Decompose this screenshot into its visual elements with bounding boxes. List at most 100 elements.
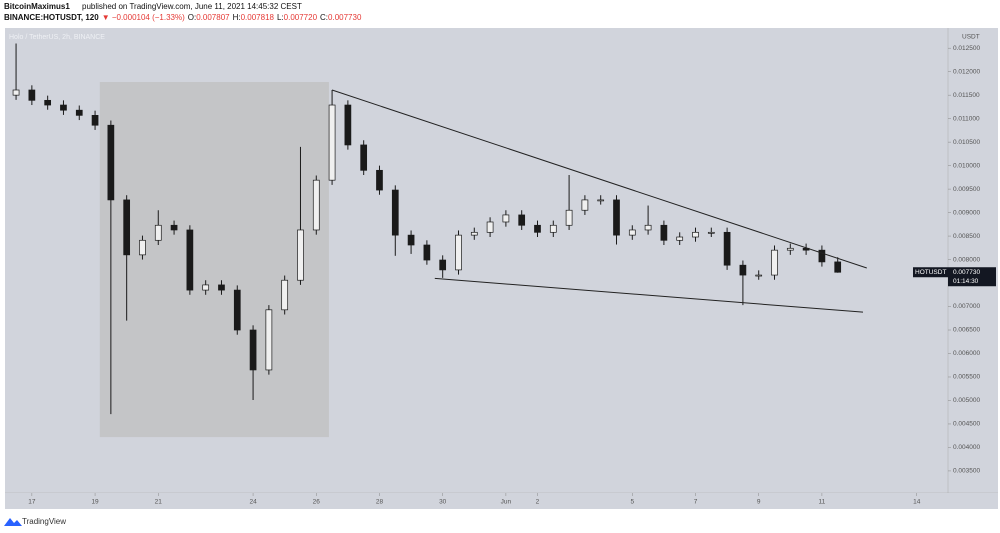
y-tick-label: 0.003500	[953, 468, 980, 475]
price-label: 0.007730	[953, 269, 980, 276]
header-text: 0.007818	[241, 13, 275, 22]
footer-logo: TradingView	[4, 517, 66, 526]
candle-body	[154, 224, 162, 241]
candle-body	[123, 199, 131, 256]
x-tick-label: 26	[313, 499, 321, 506]
header-text: 0.007730	[328, 13, 362, 22]
countdown: 01:14:30	[953, 278, 979, 285]
highlight-box	[99, 82, 329, 438]
price-marker	[913, 267, 948, 278]
candle-body	[581, 199, 589, 211]
candle-body	[660, 224, 668, 241]
candle-body	[328, 104, 336, 181]
axis-unit: USDT	[962, 34, 980, 41]
candle-body	[676, 236, 684, 241]
candle-body	[218, 284, 225, 291]
candle-body	[423, 244, 431, 261]
candle-body	[28, 89, 36, 101]
chart-legend: Holo / TetherUS, 2h, BINANCE	[9, 34, 105, 41]
candle-body	[723, 231, 731, 266]
published-info: published on TradingView.com, June 11, 2…	[82, 2, 302, 11]
y-tick-label: 0.004000	[953, 444, 980, 451]
candle-body	[107, 124, 115, 201]
candle-body	[644, 224, 652, 231]
candle-body	[834, 261, 842, 273]
header-text: H:	[233, 13, 241, 22]
candle-body	[486, 221, 494, 233]
candle-body	[771, 249, 778, 276]
x-tick-label: 24	[249, 499, 257, 506]
candle-body	[202, 284, 210, 291]
price-axis	[948, 28, 998, 493]
y-tick-label: 0.007000	[953, 303, 980, 310]
candle-body	[739, 264, 747, 276]
y-tick-label: 0.010000	[953, 162, 980, 169]
x-tick-label: 9	[757, 499, 761, 506]
symbol-label: HOTUSDT	[915, 269, 946, 276]
candle-body	[75, 109, 83, 116]
y-tick-label: 0.011500	[953, 92, 980, 99]
candle-body	[502, 214, 510, 223]
y-tick-label: 0.008000	[953, 256, 980, 263]
candle-body	[344, 104, 352, 146]
candle-body	[534, 224, 541, 233]
candle-body	[549, 224, 557, 233]
x-tick-label: Jun	[501, 499, 512, 506]
x-tick-label: 17	[28, 499, 36, 506]
logo-icon	[4, 518, 22, 526]
candle-body	[597, 199, 605, 202]
candle-body	[470, 231, 478, 236]
y-tick-label: 0.008500	[953, 233, 980, 240]
candle-body	[170, 224, 178, 231]
candle-body	[755, 274, 763, 277]
brand: TradingView	[22, 517, 66, 526]
x-tick-label: 21	[155, 499, 163, 506]
header-text: 0.007720	[284, 13, 318, 22]
x-tick-label: 19	[91, 499, 99, 506]
candle-body	[281, 279, 289, 311]
trendline	[434, 277, 864, 313]
candle-body	[786, 247, 794, 251]
x-tick-label: 28	[376, 499, 384, 506]
candle-body	[265, 309, 273, 371]
candle-body	[613, 199, 620, 236]
candle-body	[518, 214, 526, 226]
candle-body	[376, 169, 383, 191]
candle-body	[186, 229, 194, 291]
trendline	[331, 89, 867, 269]
time-axis	[5, 493, 998, 509]
y-tick-label: 0.005000	[953, 397, 980, 404]
x-tick-label: 5	[630, 499, 634, 506]
x-tick-label: 30	[439, 499, 447, 506]
candle-body	[60, 104, 67, 111]
candle-body	[565, 209, 573, 226]
candle-body	[692, 231, 699, 238]
y-tick-label: 0.005500	[953, 374, 980, 381]
candle-body	[249, 329, 257, 371]
candle-body	[407, 234, 415, 246]
header-text: O:	[188, 13, 196, 22]
header-text: ▼ −0.000104 (−1.33%)	[102, 13, 185, 22]
candle-body	[297, 229, 304, 281]
candle-body	[44, 99, 52, 106]
x-tick-label: 11	[819, 499, 826, 506]
candle-body	[628, 229, 636, 236]
y-tick-label: 0.009000	[953, 209, 980, 216]
x-tick-label: 2	[536, 499, 540, 506]
y-tick-label: 0.012500	[953, 45, 980, 52]
y-tick-label: 0.011000	[953, 115, 980, 122]
candle-body	[233, 289, 241, 331]
candle-body	[139, 239, 146, 256]
publisher: BitcoinMaximus1	[4, 2, 70, 11]
candle-body	[12, 89, 20, 96]
candle-body	[455, 234, 462, 271]
candle-body	[391, 189, 399, 236]
x-tick-label: 14	[913, 499, 921, 506]
y-tick-label: 0.004500	[953, 421, 980, 428]
candle-body	[439, 259, 447, 271]
y-tick-label: 0.006000	[953, 350, 980, 357]
symbol-line: BINANCE:HOTUSDT, 120 ▼ −0.000104 (−1.33%)…	[4, 13, 362, 22]
header-text: L:	[277, 13, 284, 22]
candle-body	[91, 115, 99, 126]
